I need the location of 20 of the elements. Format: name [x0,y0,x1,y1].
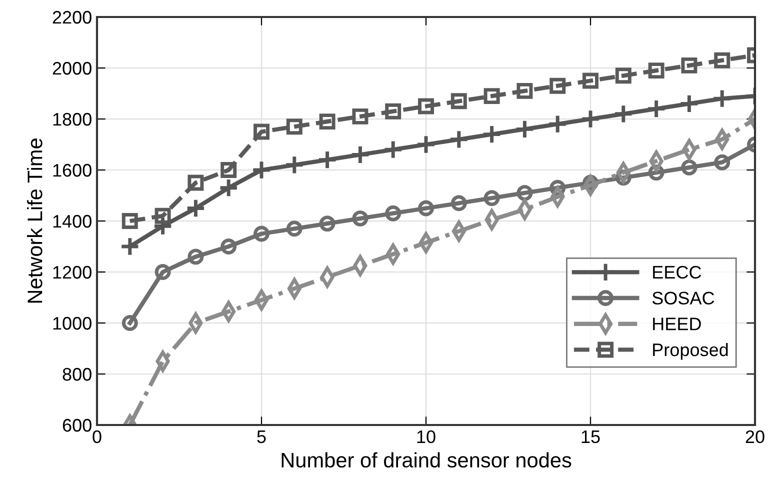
y-tick-label: 1000 [53,316,92,330]
y-tick-label: 1400 [53,214,92,228]
legend-label: Proposed [653,342,728,360]
y-tick-label: 1800 [53,112,92,126]
x-tick-label: 0 [92,430,102,444]
legend-label: EECC [653,266,702,279]
y-tick-label: 1600 [53,164,92,177]
y-tick-label: 600 [62,418,92,432]
x-tick-label: 20 [746,430,764,444]
y-tick-label: 2200 [52,10,92,24]
x-tick-label: 15 [582,430,600,444]
y-axis-title: Network Life Time [27,138,42,303]
y-tick-label: 800 [62,368,92,381]
x-tick-label: 5 [257,430,266,444]
y-tick-label: 2000 [52,62,92,75]
x-tick-label: 10 [417,430,436,444]
legend-label: HEED [653,318,701,330]
x-axis-title: Number of draind sensor nodes [282,452,572,468]
legend-label: SOSAC [652,292,714,305]
y-tick-label: 1200 [53,266,92,279]
